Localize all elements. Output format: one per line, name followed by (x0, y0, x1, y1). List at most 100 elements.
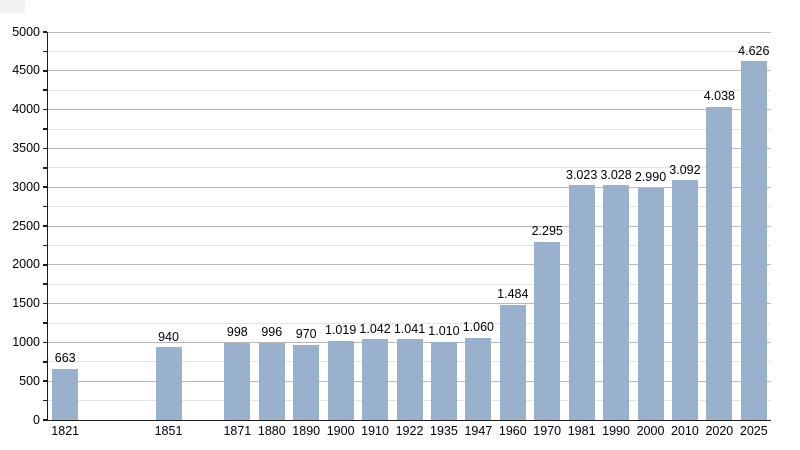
x-axis-label: 1851 (154, 423, 183, 438)
gridline-minor (48, 89, 771, 91)
y-axis-tick (42, 205, 47, 208)
y-axis-label: 2000 (12, 257, 40, 272)
bar-value-label: 4.626 (738, 43, 770, 58)
x-axis-label: 2020 (705, 423, 734, 438)
y-axis-tick (42, 31, 47, 33)
bar-value-label: 1.019 (325, 323, 357, 338)
y-axis-tick (42, 147, 47, 150)
bar-value-label: 1.042 (359, 321, 391, 336)
bar (499, 304, 526, 420)
y-axis-tick (42, 108, 47, 111)
bar-value-label: 1.060 (462, 320, 494, 335)
gridline-minor (48, 244, 771, 246)
y-axis-tick (42, 186, 47, 188)
bar-value-label: 940 (158, 329, 179, 344)
bar (327, 340, 354, 420)
x-axis-label: 1935 (430, 423, 458, 438)
gridline-major (48, 147, 771, 149)
y-axis-tick (42, 399, 47, 402)
y-axis-label: 500 (19, 373, 40, 388)
bar (293, 344, 320, 420)
y-axis-label: 1500 (12, 296, 40, 311)
gridline-major (48, 109, 771, 111)
bar (430, 341, 457, 420)
x-axis-label: 1880 (257, 423, 286, 438)
y-axis-label: 0 (33, 412, 40, 427)
x-axis-label: 2025 (739, 423, 768, 438)
bar (534, 241, 561, 420)
bar (740, 61, 767, 420)
bar (568, 185, 595, 420)
x-axis-label: 2010 (671, 423, 699, 438)
y-axis-tick (42, 341, 47, 344)
x-axis-label: 1910 (361, 423, 389, 438)
x-axis-label: 2000 (636, 423, 665, 438)
gridline-major (48, 31, 771, 33)
y-axis-tick (42, 89, 47, 91)
bar (362, 339, 389, 420)
y-axis-label: 3500 (12, 140, 40, 155)
bar (637, 187, 664, 420)
gridline-minor (48, 128, 771, 130)
bar (603, 185, 630, 420)
bar-value-label: 3.092 (669, 162, 701, 177)
bar-value-label: 998 (226, 325, 248, 340)
bar-value-label: 1.010 (428, 324, 460, 339)
gridline-major (48, 303, 771, 305)
y-axis-tick (42, 244, 47, 247)
bar-value-label: 996 (261, 325, 283, 340)
x-axis-label: 1922 (395, 423, 424, 438)
gridline-minor (48, 322, 771, 324)
x-axis-label: 1871 (223, 423, 252, 438)
y-axis-tick (42, 225, 47, 227)
y-axis-label: 4000 (12, 102, 40, 117)
y-axis-line (46, 32, 48, 421)
bar-value-label: 2.990 (634, 170, 667, 185)
y-axis-tick (42, 361, 47, 363)
bar-value-label: 4.038 (703, 89, 735, 104)
bar-value-label: 1.484 (497, 287, 529, 302)
bar-value-label: 3.023 (566, 167, 598, 182)
y-axis-tick (42, 419, 47, 421)
bar-value-label: 3.028 (600, 167, 632, 182)
y-axis-tick (42, 167, 47, 169)
y-axis-label: 3000 (12, 179, 40, 194)
bar-value-label: 2.295 (531, 224, 563, 239)
bar (155, 347, 182, 420)
x-axis-label: 1960 (498, 423, 527, 438)
gridline-minor (48, 206, 771, 208)
x-axis-label: 1970 (533, 423, 562, 438)
y-axis-tick (42, 322, 47, 324)
bar-value-label: 663 (54, 351, 76, 366)
y-axis-label: 2500 (12, 218, 40, 233)
bar (52, 368, 79, 420)
x-axis-label: 1821 (51, 423, 80, 438)
x-axis-label: 1981 (567, 423, 596, 438)
bar (224, 342, 251, 420)
y-axis-tick (42, 50, 47, 53)
y-axis-label: 5000 (12, 24, 40, 39)
y-axis-tick (42, 283, 47, 285)
x-axis-label: 1947 (464, 423, 493, 438)
x-axis-label: 1990 (602, 423, 630, 438)
bar (396, 339, 423, 420)
gridline-major (48, 225, 771, 227)
y-axis-label: 1000 (12, 334, 40, 349)
y-axis-tick (42, 70, 47, 72)
y-axis-tick (42, 380, 47, 382)
y-axis-tick (42, 302, 47, 305)
gridline-minor (48, 167, 771, 169)
gridline-major (48, 264, 771, 266)
screenshot-corner-artifact (0, 0, 25, 13)
x-axis-line (46, 419, 771, 422)
x-axis-label: 1900 (326, 423, 355, 438)
bar (671, 180, 698, 420)
bar (706, 106, 733, 420)
gridline-major (48, 70, 771, 72)
y-axis-tick (42, 264, 47, 266)
gridline-minor (48, 283, 771, 285)
bar-value-label: 970 (295, 327, 317, 342)
bar (465, 337, 492, 420)
y-axis-label: 4500 (12, 63, 40, 78)
